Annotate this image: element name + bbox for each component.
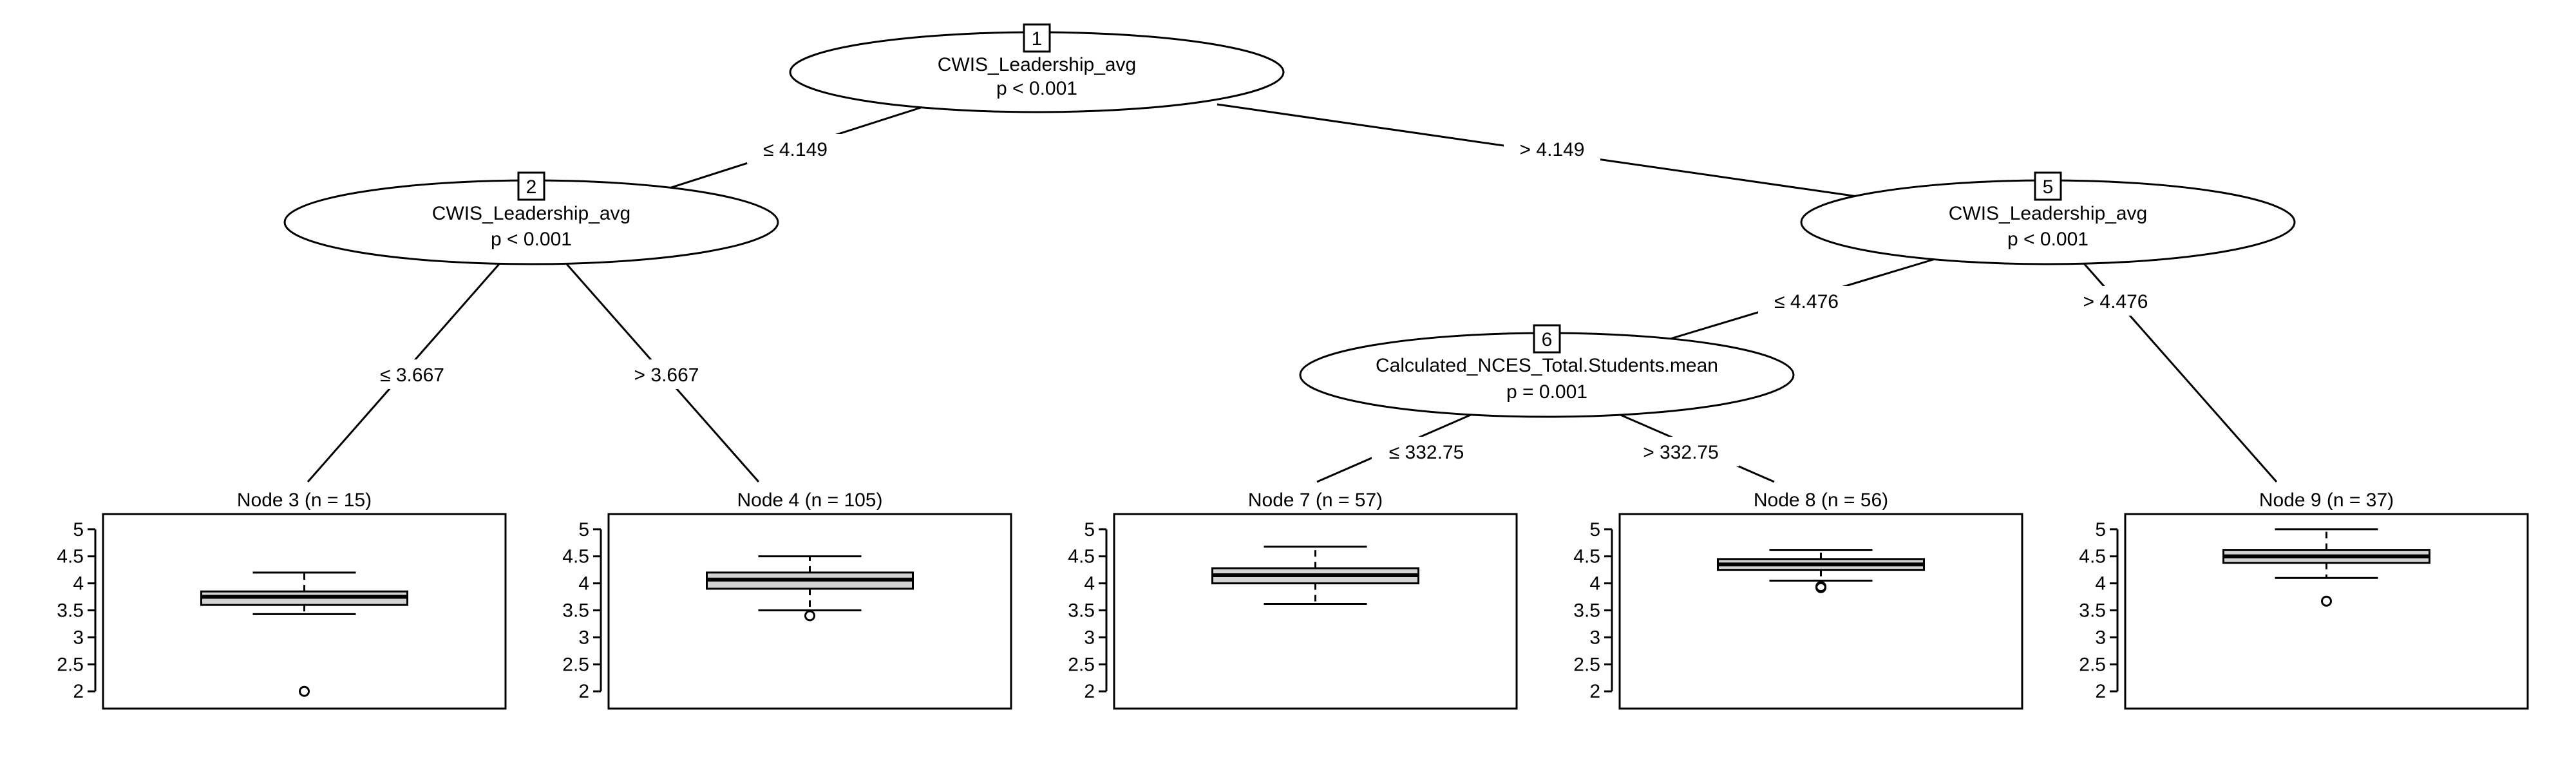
outlier-point (804, 610, 815, 622)
node-2-id-box (517, 171, 545, 201)
y-tick-label: 4 (1084, 573, 1095, 595)
y-tick-label: 3.5 (57, 600, 84, 622)
y-tick-label: 3.5 (2079, 600, 2106, 622)
panel-title: Node 8 (n = 56) (1754, 490, 1888, 511)
node-6-id: 6 (1542, 329, 1553, 350)
y-tick-label: 5 (1589, 519, 1600, 540)
y-tick-label: 4 (578, 573, 589, 595)
y-tick-label: 3 (1084, 627, 1095, 648)
y-tick-label: 4 (73, 573, 84, 595)
panel-frame (1618, 513, 2023, 710)
panel-title: Node 9 (n = 37) (2259, 490, 2394, 511)
tree-node-1: 1 CWIS_Leadership_avg p < 0.001 (789, 23, 1285, 113)
y-tick-label: 4 (2095, 573, 2106, 595)
y-tick-label: 4.5 (1068, 546, 1095, 568)
edge-label-2-3: ≤ 3.667 (380, 365, 444, 386)
y-tick-label: 3 (578, 627, 589, 648)
edge-label-1-5: > 4.149 (1520, 139, 1585, 160)
y-tick-label: 2 (1084, 681, 1095, 702)
panel-title: Node 3 (n = 15) (237, 490, 372, 511)
tree-node-2: 2 CWIS_Leadership_avg p < 0.001 (283, 171, 779, 265)
outlier-point (299, 685, 310, 697)
node-5-id-box (2034, 171, 2062, 201)
edge-label-6-8: > 332.75 (1643, 442, 1719, 463)
y-tick-label: 3 (2095, 627, 2106, 648)
y-tick-label: 2.5 (1573, 654, 1600, 675)
boxplot-panel-node-8: Node 8 (n = 56) 5 4.5 4 3.5 3 2.5 2 (1573, 490, 2023, 710)
edge-label-6-7: ≤ 332.75 (1389, 442, 1464, 463)
y-tick-label: 2 (578, 681, 589, 702)
node-2-id: 2 (526, 177, 537, 198)
y-tick-label: 4.5 (1573, 546, 1600, 568)
panel-frame (102, 513, 507, 710)
y-tick-label: 2.5 (2079, 654, 2106, 675)
y-tick-label: 5 (2095, 519, 2106, 540)
panel-title: Node 4 (n = 105) (737, 490, 883, 511)
panel-title: Node 7 (n = 57) (1248, 490, 1383, 511)
y-tick-label: 3.5 (1068, 600, 1095, 622)
boxplot-panel-node-4: Node 4 (n = 105) 5 4.5 4 3.5 3 2.5 2 (562, 490, 1012, 710)
panel-frame (607, 513, 1012, 710)
y-tick-label: 3 (73, 627, 84, 648)
outlier-point (1815, 581, 1826, 593)
y-tick-label: 2.5 (57, 654, 84, 675)
y-tick-label: 4.5 (2079, 546, 2106, 568)
y-tick-label: 2.5 (1068, 654, 1095, 675)
edge-label-1-2: ≤ 4.149 (763, 139, 828, 160)
tree-node-6: 6 Calculated_NCES_Total.Students.mean p … (1299, 324, 1795, 418)
y-tick-label: 4 (1589, 573, 1600, 595)
panel-frame (2124, 513, 2529, 710)
tree-edges (307, 103, 2278, 483)
y-tick-label: 4.5 (562, 546, 589, 568)
edge-labels: ≤ 4.149 > 4.149 ≤ 3.667 > 3.667 ≤ 4.476 … (364, 134, 2164, 466)
y-tick-label: 3.5 (1573, 600, 1600, 622)
y-tick-label: 2.5 (562, 654, 589, 675)
outlier-point (2321, 595, 2332, 607)
boxplot-panel-node-9: Node 9 (n = 37) 5 4.5 4 3.5 3 2.5 2 (2079, 490, 2529, 710)
y-tick-label: 2 (1589, 681, 1600, 702)
y-tick-label: 5 (73, 519, 84, 540)
edge-label-5-9: > 4.476 (2083, 291, 2148, 312)
y-tick-label: 5 (578, 519, 589, 540)
node-1-p-value: p < 0.001 (996, 78, 1077, 99)
y-tick-label: 4.5 (57, 546, 84, 568)
y-tick-label: 5 (1084, 519, 1095, 540)
node-6-p-value: p = 0.001 (1506, 381, 1587, 403)
node-2-p-value: p < 0.001 (491, 229, 572, 250)
boxplot-panel-node-3: Node 3 (n = 15) 5 4.5 4 3.5 3 2.5 2 (57, 490, 507, 710)
node-2-variable: CWIS_Leadership_avg (432, 203, 631, 224)
y-tick-label: 2 (2095, 681, 2106, 702)
panel-frame (1113, 513, 1518, 710)
y-tick-label: 2 (73, 681, 84, 702)
y-tick-label: 3.5 (562, 600, 589, 622)
node-5-id: 5 (2043, 177, 2054, 198)
node-5-p-value: p < 0.001 (2007, 229, 2088, 250)
tree-node-5: 5 CWIS_Leadership_avg p < 0.001 (1800, 171, 2296, 265)
boxplot-panel-node-7: Node 7 (n = 57) 5 4.5 4 3.5 3 2.5 2 (1068, 490, 1518, 710)
y-tick-label: 3 (1589, 627, 1600, 648)
edge-label-2-4: > 3.667 (634, 365, 699, 386)
node-1-id: 1 (1032, 28, 1043, 50)
node-6-variable: Calculated_NCES_Total.Students.mean (1376, 355, 1718, 376)
node-6-id-box (1533, 324, 1561, 354)
node-1-variable: CWIS_Leadership_avg (938, 54, 1137, 75)
node-5-variable: CWIS_Leadership_avg (1949, 203, 2148, 224)
edge-label-5-6: ≤ 4.476 (1774, 291, 1839, 312)
node-1-id-box (1023, 23, 1051, 53)
